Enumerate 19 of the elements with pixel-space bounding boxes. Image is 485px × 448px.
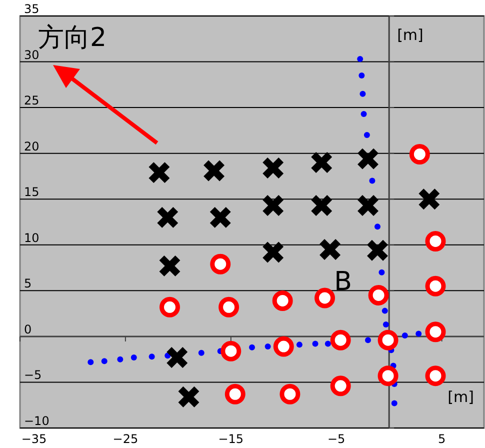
x-tick-label: −5 [328,432,346,446]
annotation: 方向2 [38,23,107,53]
y-tick-label: 10 [24,230,40,245]
y-tick-label: 5 [24,276,32,291]
y-tick-label: 30 [24,48,40,62]
y-tick-label: 15 [24,185,40,200]
x-axis-title: [m] [448,388,474,406]
y-tick-label: 20 [24,139,40,154]
y-tick-label: −5 [24,368,42,382]
annotation: B [334,267,352,297]
x-tick-label: −35 [21,432,47,446]
y-tick-label: 25 [24,94,40,108]
y-tick-label: 0 [24,322,32,336]
y-tick-label: 35 [24,2,40,16]
x-tick-label: −25 [112,432,138,446]
x-tick-label: 5 [438,432,446,446]
x-tick-label: −15 [218,432,244,446]
y-axis-title: [m] [397,26,424,44]
y-tick-label: −10 [24,414,50,428]
